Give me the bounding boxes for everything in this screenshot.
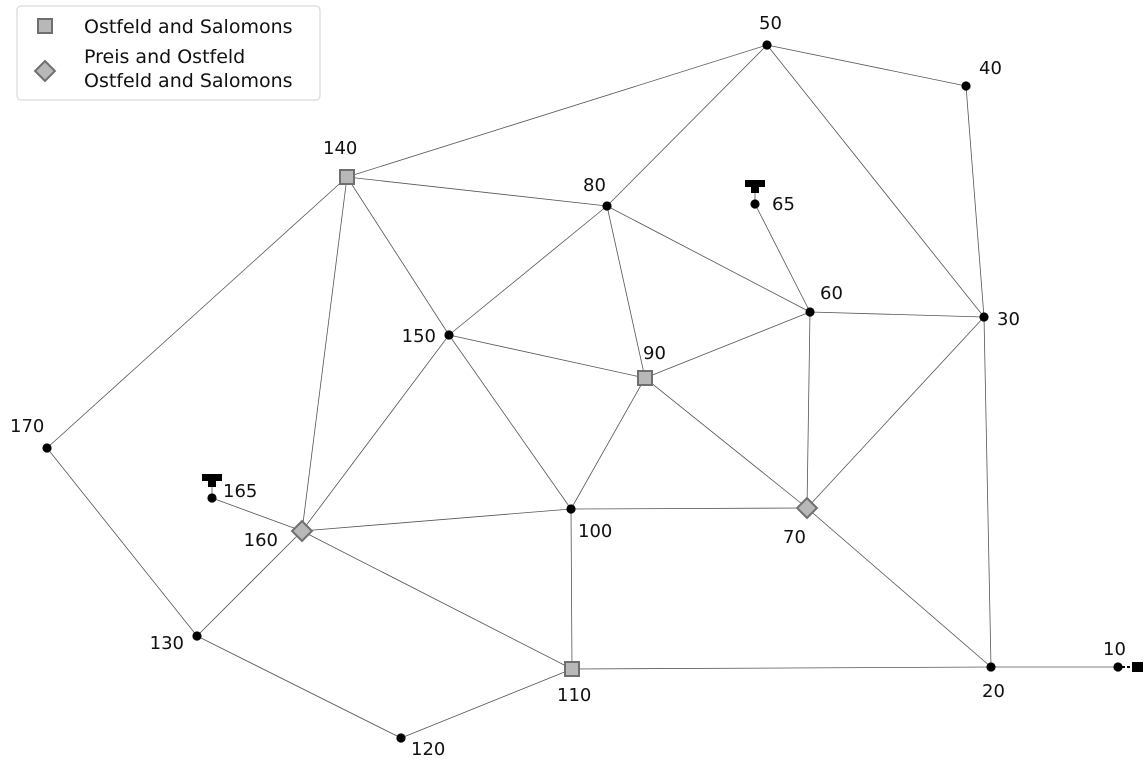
- pipe-150-90: [448, 334, 646, 379]
- node-90-square: [637, 370, 653, 386]
- node-labels: 10 20 30 40 50 60 65 70 80 90 100 110 120 130 140 150 16…: [10, 13, 1126, 760]
- node-50-dot: [762, 40, 772, 50]
- node-label-150: 150: [402, 326, 436, 347]
- pipe-30-20: [983, 316, 992, 668]
- node-label-140: 140: [323, 138, 357, 159]
- node-70-diamond: [795, 496, 819, 520]
- pipe-160-130: [196, 530, 303, 637]
- node-10-dot: [1113, 662, 1123, 672]
- legend-box: [16, 5, 321, 101]
- pipe-50-80: [606, 44, 768, 207]
- pipe-80-60: [606, 205, 811, 313]
- node-label-165: 165: [223, 481, 257, 502]
- node-40-dot: [961, 81, 971, 91]
- pipe-links: [46, 44, 1118, 739]
- pipe-70-20: [806, 507, 992, 668]
- pipe-30-70: [806, 316, 985, 509]
- pipe-160-110: [301, 530, 573, 670]
- node-label-20: 20: [982, 681, 1005, 702]
- pipe-140-170: [46, 176, 348, 449]
- node-140-square: [339, 169, 355, 185]
- node-label-90: 90: [643, 343, 666, 364]
- legend-square-icon: [37, 18, 53, 34]
- node-120-dot: [396, 733, 406, 743]
- node-label-100: 100: [578, 521, 612, 542]
- node-165-dot: [207, 493, 217, 503]
- node-label-40: 40: [979, 58, 1002, 79]
- legend-diamond-label-line2: Ostfeld and Salomons: [84, 70, 293, 92]
- pipe-60-70: [806, 311, 811, 509]
- pipe-65-60: [754, 203, 811, 313]
- node-label-50: 50: [759, 13, 782, 34]
- node-110-square: [564, 661, 580, 677]
- node-label-160: 160: [244, 530, 278, 551]
- legend-diamond-label-line1: Preis and Ostfeld: [84, 46, 245, 68]
- pipe-140-160: [301, 176, 348, 532]
- legend-square-label: Ostfeld and Salomons: [84, 16, 293, 38]
- legend-diamond-icon: [33, 59, 57, 83]
- pipe-150-160: [301, 334, 450, 532]
- node-label-30: 30: [997, 309, 1020, 330]
- node-20-dot: [986, 662, 996, 672]
- node-60-dot: [805, 307, 815, 317]
- pipe-120-110: [400, 668, 573, 739]
- node-label-65: 65: [772, 194, 795, 215]
- pipe-60-30: [809, 311, 985, 318]
- node-100-dot: [566, 504, 576, 514]
- node-label-80: 80: [583, 175, 606, 196]
- pipe-80-90: [606, 205, 646, 379]
- pipe-50-140: [346, 44, 768, 178]
- node-label-130: 130: [150, 633, 184, 654]
- pipe-80-150: [448, 205, 608, 336]
- node-label-60: 60: [820, 283, 843, 304]
- node-label-110: 110: [557, 685, 591, 706]
- reservoir-icon: [1132, 662, 1143, 672]
- tank-icon: [202, 474, 222, 487]
- pipe-60-90: [644, 311, 811, 379]
- node-80-dot: [602, 201, 612, 211]
- node-65-dot: [750, 199, 760, 209]
- pipe-40-30: [965, 85, 985, 318]
- pipe-130-120: [196, 635, 402, 739]
- node-label-170: 170: [10, 416, 44, 437]
- legend: Ostfeld and Salomons Preis and Ostfeld O…: [16, 5, 321, 101]
- node-label-10: 10: [1103, 639, 1126, 660]
- pipe-90-100: [570, 377, 646, 510]
- network-nodes: [42, 40, 1143, 743]
- pipe-165-160: [211, 497, 303, 532]
- pipe-50-40: [766, 44, 967, 87]
- node-170-dot: [42, 443, 52, 453]
- pipe-90-70: [644, 377, 808, 509]
- pipe-140-150: [346, 176, 450, 336]
- node-160-diamond: [290, 519, 314, 543]
- node-150-dot: [444, 330, 454, 340]
- node-130-dot: [192, 631, 202, 641]
- pipe-100-70: [570, 507, 808, 510]
- pipe-50-30: [766, 44, 985, 318]
- pipe-150-100: [448, 334, 572, 510]
- tank-icon: [745, 180, 765, 193]
- pipe-100-110: [570, 508, 573, 670]
- node-30-dot: [979, 312, 989, 322]
- pipe-170-130: [46, 447, 198, 637]
- pipe-110-20: [571, 666, 992, 670]
- node-label-70: 70: [783, 527, 806, 548]
- node-label-120: 120: [411, 739, 445, 760]
- pipe-100-160: [301, 508, 572, 532]
- pipe-140-80: [346, 176, 608, 207]
